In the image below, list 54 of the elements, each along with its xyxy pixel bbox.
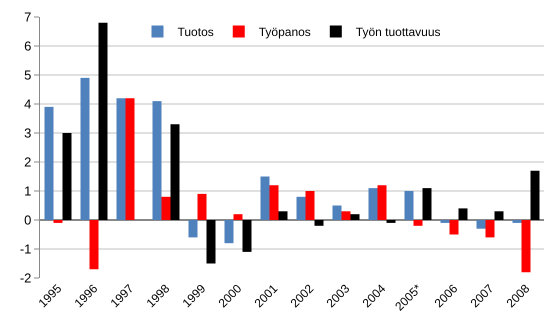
bar [494, 211, 504, 220]
bar [512, 220, 522, 223]
y-tick-label: -2 [20, 270, 32, 286]
y-tick-label: 5 [24, 68, 32, 83]
bar [62, 133, 72, 220]
y-tick-label: 7 [24, 10, 32, 25]
bar [486, 220, 494, 238]
bar [170, 124, 180, 220]
bar [224, 220, 234, 244]
bar [162, 196, 170, 220]
bar [332, 206, 342, 220]
bar [476, 220, 486, 229]
bar [522, 220, 530, 272]
bar [278, 211, 288, 220]
bar [386, 220, 396, 223]
y-tick-label: 6 [24, 38, 32, 54]
y-tick-label: 1 [24, 184, 32, 199]
bar [90, 220, 98, 270]
bar [270, 185, 278, 220]
y-tick-label: -1 [20, 242, 32, 257]
bar [80, 78, 90, 220]
bar [234, 214, 242, 220]
bar [242, 220, 252, 252]
bar [116, 98, 126, 220]
bar [404, 191, 414, 220]
y-tick-label: 4 [24, 96, 32, 112]
bar [422, 188, 432, 220]
bar [306, 191, 314, 220]
bar [342, 211, 350, 220]
bar [458, 208, 468, 220]
bar [198, 194, 206, 220]
bar [98, 22, 108, 220]
bar [378, 185, 386, 220]
bar [450, 220, 458, 234]
bar [314, 220, 324, 226]
bar [296, 196, 306, 220]
bar [350, 214, 360, 220]
y-tick-label: 0 [24, 212, 32, 228]
bar [44, 106, 54, 220]
legend-label: Työn tuottavuus [356, 25, 441, 40]
bar [530, 170, 540, 220]
bar [188, 220, 198, 238]
bar [414, 220, 422, 226]
y-tick-label: 3 [24, 126, 32, 141]
bar [54, 220, 62, 223]
bar [126, 98, 134, 220]
bar [260, 176, 270, 220]
legend-label: Tuotos [178, 25, 214, 40]
y-tick-label: 2 [24, 154, 32, 170]
bar [440, 220, 450, 223]
bar [368, 188, 378, 220]
legend-label: Työpanos [258, 25, 311, 40]
bar [152, 101, 162, 220]
bar [206, 220, 216, 264]
